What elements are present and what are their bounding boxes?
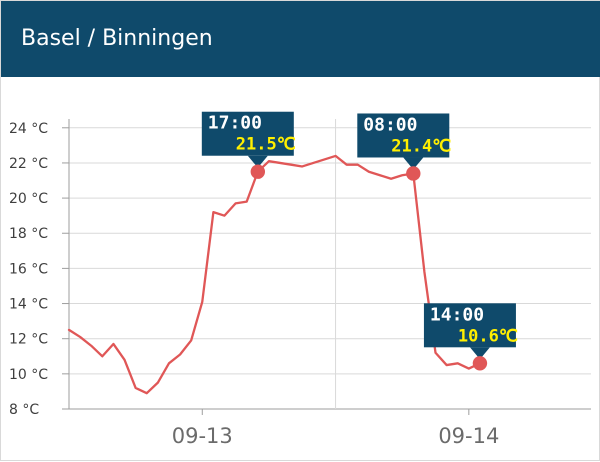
callout-time-label: 14:00	[430, 304, 484, 325]
x-axis-ticks: 09-13 09-14	[172, 409, 499, 448]
temperature-point-marker	[250, 164, 266, 179]
y-tick-label: 10 °C	[9, 367, 48, 383]
callout-pointer	[469, 347, 490, 360]
y-tick-label: 24 °C	[9, 121, 48, 137]
temperature-point-marker	[406, 166, 421, 181]
callout-time-label: 17:00	[208, 113, 262, 134]
y-axis-ticks: 24 °C 22 °C 20 °C 18 °C 16 °C 14 °C 12 °C 10 °C…	[9, 121, 69, 418]
page-title: Basel / Binningen	[21, 26, 213, 51]
callout-temperature-label: 21.5℃	[236, 135, 296, 155]
callout-box	[201, 111, 294, 156]
y-tick-label: 22 °C	[9, 156, 48, 172]
y-tick-label: 8 °C	[9, 402, 39, 418]
chart-header: Basel / Binningen	[1, 1, 600, 77]
callout-pointer	[403, 157, 424, 170]
callout-box	[357, 113, 450, 158]
x-tick-label: 09-13	[172, 424, 233, 448]
callout-time-label: 08:00	[363, 114, 417, 135]
callout-temperature-label: 10.6℃	[458, 326, 518, 346]
callout-pointer	[247, 155, 268, 168]
temperature-point-marker	[472, 356, 488, 371]
y-tick-label: 14 °C	[9, 297, 48, 313]
temperature-series-line	[67, 154, 482, 395]
y-tick-label: 20 °C	[9, 191, 48, 207]
callout-temperature-label: 21.4℃	[391, 136, 451, 156]
callout-box	[423, 303, 516, 348]
y-tick-label: 18 °C	[9, 226, 48, 242]
grid-lines	[69, 127, 591, 410]
x-tick-label: 09-14	[438, 424, 499, 448]
y-tick-label: 12 °C	[9, 332, 48, 348]
y-tick-label: 16 °C	[9, 261, 48, 277]
